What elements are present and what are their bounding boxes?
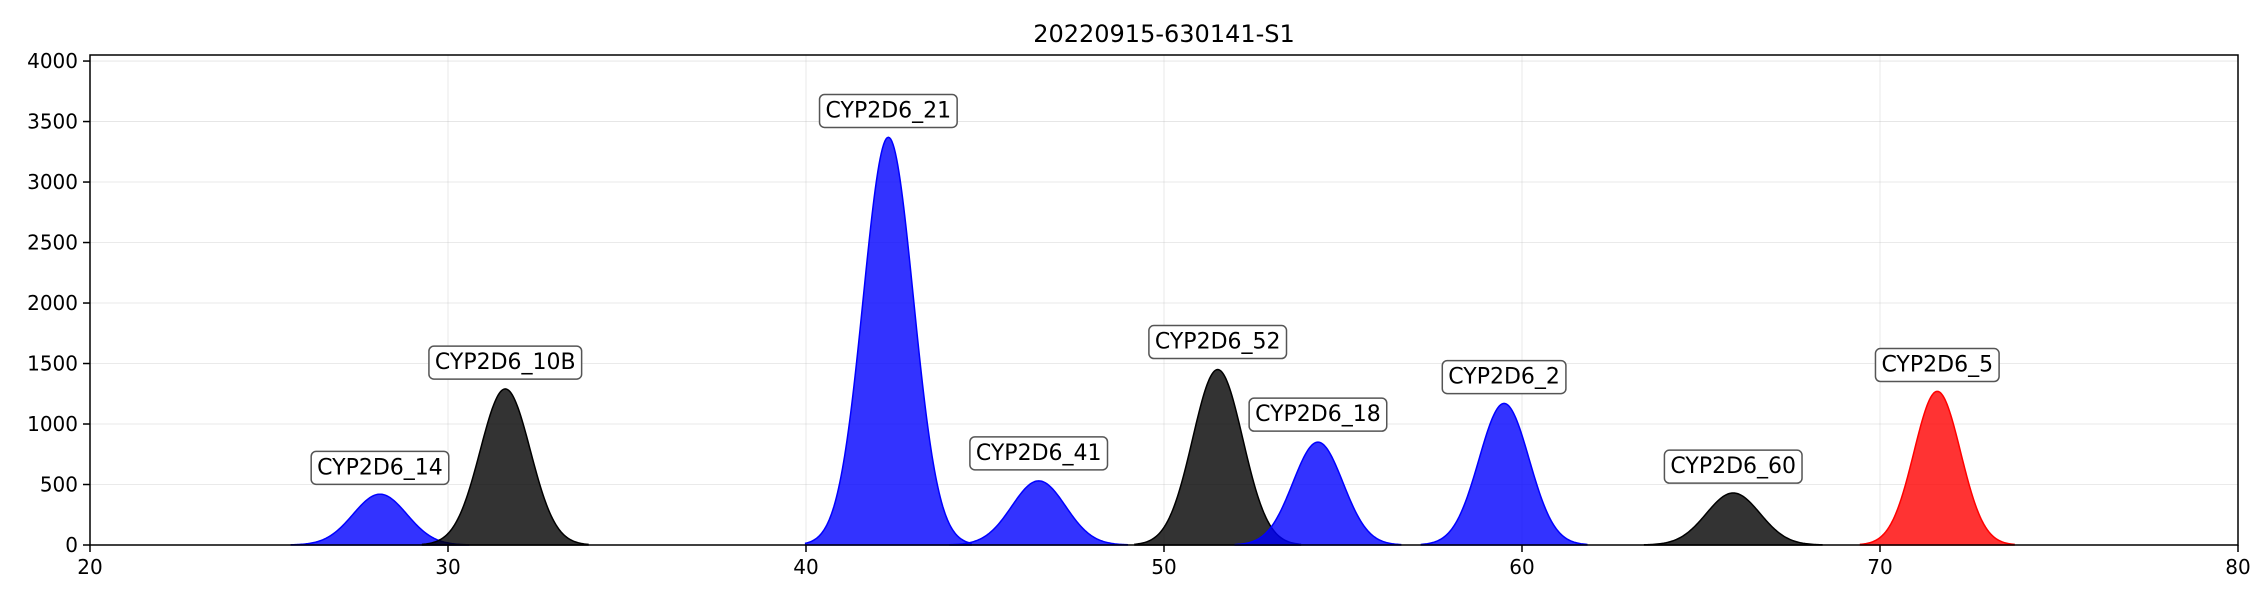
x-tick-label: 20: [77, 555, 102, 579]
peak-CYP2D6_10B: [421, 388, 589, 546]
peak-CYP2D6_2: [1420, 402, 1588, 546]
y-tick-label: 2000: [27, 291, 78, 315]
peak-label-box: [1441, 359, 1567, 395]
y-tick-label: 500: [40, 473, 78, 497]
peak-label-text: CYP2D6_41: [976, 441, 1102, 466]
y-axis: 0 500 1000 1500 2000 2500 3000 3500 4000: [27, 49, 90, 557]
peak-label-CYP2D6_5: CYP2D6_5: [1874, 347, 2000, 383]
peak-label-text: CYP2D6_18: [1255, 402, 1381, 427]
peak-label-CYP2D6_41: CYP2D6_41: [969, 436, 1109, 471]
peak-label-text: CYP2D6_10B: [435, 350, 576, 375]
x-tick-label: 70: [1867, 555, 1892, 579]
peak-label-CYP2D6_21: CYP2D6_21: [818, 93, 958, 129]
peak-label-text: CYP2D6_2: [1448, 365, 1560, 390]
peak-label-CYP2D6_18: CYP2D6_18: [1248, 397, 1388, 432]
peak-label-CYP2D6_14: CYP2D6_14: [310, 450, 450, 486]
y-tick-label: 1500: [27, 352, 78, 376]
y-tick-label: 2500: [27, 231, 78, 255]
x-tick-label: 80: [2225, 555, 2250, 579]
x-tick-label: 60: [1509, 555, 1534, 579]
peak-label-text: CYP2D6_21: [826, 98, 952, 123]
peak-label-text: CYP2D6_14: [317, 455, 443, 480]
peak-label-box: [1148, 324, 1288, 360]
peak-labels: CYP2D6_14 CYP2D6_10B CYP2D6_21 CYP2D6_41 CYP…: [310, 93, 2000, 486]
peak-label-box: [310, 450, 450, 486]
y-tick-label: 1000: [27, 412, 78, 436]
peak-CYP2D6_5: [1859, 390, 2015, 546]
y-tick-label: 4000: [27, 49, 78, 73]
peak-label-box: [1248, 397, 1388, 432]
peaks: [290, 136, 2015, 546]
x-tick-label: 30: [435, 555, 460, 579]
peak-label-box: [1874, 347, 2000, 383]
peak-CYP2D6_60: [1643, 492, 1823, 546]
peak-label-box: [428, 345, 583, 380]
peak-label-text: CYP2D6_60: [1670, 454, 1796, 479]
y-tick-label: 3500: [27, 110, 78, 134]
peak-CYP2D6_21: [804, 136, 972, 546]
x-tick-label: 50: [1151, 555, 1176, 579]
peak-CYP2D6_18: [1234, 441, 1402, 546]
y-tick-label: 0: [65, 533, 78, 557]
peak-CYP2D6_52: [1134, 368, 1302, 546]
peak-label-text: CYP2D6_52: [1155, 330, 1281, 355]
x-axis: 20 30 40 50 60 70 80: [77, 545, 2250, 579]
peak-label-box: [818, 93, 958, 129]
peak-label-CYP2D6_52: CYP2D6_52: [1148, 324, 1288, 360]
peak-label-CYP2D6_60: CYP2D6_60: [1663, 449, 1803, 484]
peak-label-box: [969, 436, 1109, 471]
peak-CYP2D6_41: [949, 480, 1129, 546]
peak-label-box: [1663, 449, 1803, 484]
peak-label-CYP2D6_2: CYP2D6_2: [1441, 359, 1567, 395]
peak-label-text: CYP2D6_5: [1881, 353, 1993, 378]
x-tick-label: 40: [793, 555, 818, 579]
chart-title: 20220915-630141-S1: [1033, 20, 1295, 48]
peak-label-CYP2D6_10B: CYP2D6_10B: [428, 345, 583, 380]
peak-CYP2D6_14: [290, 493, 470, 546]
y-tick-label: 3000: [27, 170, 78, 194]
